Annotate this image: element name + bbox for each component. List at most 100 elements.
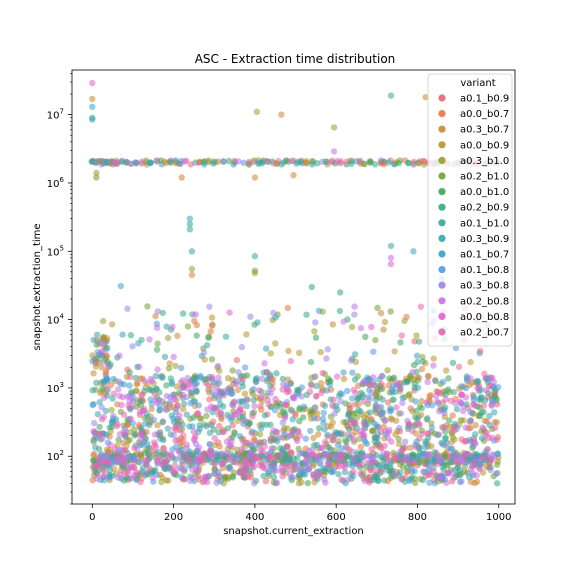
legend-marker-a0.2_b0.9	[438, 203, 446, 211]
point-a0.2_b0.8	[115, 386, 122, 393]
point-a0.0_b0.8	[462, 394, 470, 401]
point-a0.1_b0.7	[126, 382, 133, 389]
point-a0.1_b0.7	[321, 402, 329, 410]
outlier-point-a0.1_b1.0	[89, 116, 96, 123]
point-a0.3_b0.9	[243, 402, 250, 410]
chart-title: ASC - Extraction time distribution	[195, 52, 396, 66]
point-a0.3_b0.9	[94, 331, 101, 338]
point-a0.3_b0.8	[267, 390, 274, 397]
point-a0.3_b1.0	[108, 406, 115, 414]
point-a0.0_b0.8	[190, 428, 197, 435]
point-a0.0_b0.8	[204, 478, 211, 486]
point-a0.1_b0.9	[262, 478, 270, 485]
point-a0.2_b0.8	[367, 453, 374, 461]
point-a0.2_b0.8	[240, 439, 247, 446]
outlier-point-a0.3_b1.0	[188, 265, 196, 273]
point-a0.3_b1.0	[172, 362, 179, 370]
point-a0.3_b0.8	[366, 396, 373, 403]
point-a0.1_b0.7	[131, 432, 139, 439]
point-a0.1_b0.8	[337, 431, 345, 438]
point-a0.0_b0.8	[294, 437, 301, 444]
point-a0.2_b0.7	[447, 397, 455, 404]
point-a0.2_b0.7	[151, 390, 158, 398]
point-a0.1_b0.8	[169, 446, 176, 453]
point-a0.2_b0.8	[215, 388, 222, 395]
point-a0.1_b0.8	[271, 407, 279, 414]
point-a0.0_b1.0	[229, 474, 236, 481]
point-a0.3_b0.9	[161, 353, 169, 361]
point-a0.2_b1.0	[406, 391, 413, 398]
point-a0.3_b0.8	[170, 432, 177, 439]
point-a0.0_b0.9	[355, 401, 362, 408]
point-a0.3_b0.9	[308, 161, 316, 168]
point-a0.3_b0.8	[463, 459, 471, 466]
legend-marker-a0.2_b0.7	[438, 328, 446, 336]
point-a0.2_b0.7	[310, 471, 317, 478]
point-a0.1_b0.9	[411, 338, 418, 345]
point-a0.0_b1.0	[362, 333, 369, 340]
point-a0.0_b1.0	[312, 334, 320, 341]
point-a0.2_b0.7	[310, 451, 317, 458]
point-a0.3_b0.8	[162, 449, 169, 457]
outlier-point-a0.3_b1.0	[330, 124, 338, 131]
point-a0.2_b0.7	[287, 357, 294, 365]
point-a0.1_b0.7	[414, 384, 422, 391]
point-a0.0_b0.8	[205, 382, 212, 389]
point-a0.0_b0.8	[192, 311, 199, 318]
point-a0.3_b0.8	[280, 381, 287, 388]
point-a0.0_b0.9	[381, 318, 389, 326]
point-a0.2_b0.8	[409, 369, 416, 376]
point-a0.1_b0.8	[429, 402, 436, 409]
point-a0.1_b0.7	[170, 415, 177, 422]
point-a0.1_b1.0	[215, 429, 222, 436]
point-a0.3_b0.9	[353, 449, 361, 456]
point-a0.2_b0.7	[341, 464, 348, 471]
point-a0.3_b0.8	[337, 398, 344, 405]
point-a0.2_b0.7	[381, 442, 388, 449]
point-a0.1_b0.7	[142, 420, 149, 427]
point-a0.1_b0.8	[241, 364, 249, 371]
point-a0.2_b0.7	[325, 452, 332, 460]
x-tick-label: 600	[327, 512, 346, 523]
point-a0.3_b0.8	[264, 158, 271, 165]
point-a0.0_b0.7	[357, 443, 365, 451]
point-a0.2_b0.8	[169, 323, 176, 331]
point-a0.0_b0.8	[226, 309, 233, 316]
point-a0.2_b1.0	[130, 426, 138, 433]
point-a0.2_b0.7	[398, 475, 405, 483]
point-a0.1_b0.8	[145, 451, 152, 459]
point-a0.2_b0.8	[436, 408, 443, 415]
point-a0.3_b0.8	[154, 308, 161, 315]
legend-marker-a0.1_b0.7	[438, 250, 446, 258]
point-a0.2_b0.7	[267, 435, 275, 442]
point-a0.3_b1.0	[164, 334, 172, 342]
point-a0.0_b0.8	[351, 419, 358, 426]
point-a0.3_b1.0	[267, 350, 274, 357]
point-a0.1_b0.8	[106, 474, 113, 481]
point-a0.1_b1.0	[494, 480, 501, 487]
point-a0.2_b0.7	[98, 416, 106, 423]
point-a0.3_b0.9	[183, 411, 190, 418]
point-a0.0_b0.8	[207, 451, 215, 458]
point-a0.1_b0.7	[445, 459, 453, 466]
point-a0.0_b1.0	[115, 436, 122, 443]
point-a0.1_b0.9	[229, 422, 236, 429]
point-a0.2_b0.7	[110, 390, 118, 397]
point-a0.2_b1.0	[102, 355, 109, 363]
point-a0.1_b0.8	[195, 402, 202, 409]
point-a0.2_b0.7	[480, 402, 488, 409]
point-a0.1_b0.8	[349, 395, 356, 402]
point-a0.0_b0.8	[313, 393, 320, 400]
point-a0.2_b0.8	[135, 363, 143, 370]
point-a0.2_b0.7	[160, 459, 167, 467]
point-a0.2_b0.7	[180, 432, 187, 439]
x-axis-ticks: 0 200 400 600 800 1000	[89, 504, 511, 523]
point-a0.3_b0.7	[148, 405, 155, 413]
point-a0.2_b0.9	[450, 388, 457, 396]
point-a0.3_b0.7	[90, 452, 97, 459]
point-a0.0_b0.8	[215, 473, 223, 480]
point-a0.2_b0.8	[163, 392, 170, 400]
point-a0.2_b0.8	[171, 395, 178, 403]
point-a0.0_b1.0	[163, 382, 170, 389]
point-a0.1_b0.8	[373, 424, 381, 431]
